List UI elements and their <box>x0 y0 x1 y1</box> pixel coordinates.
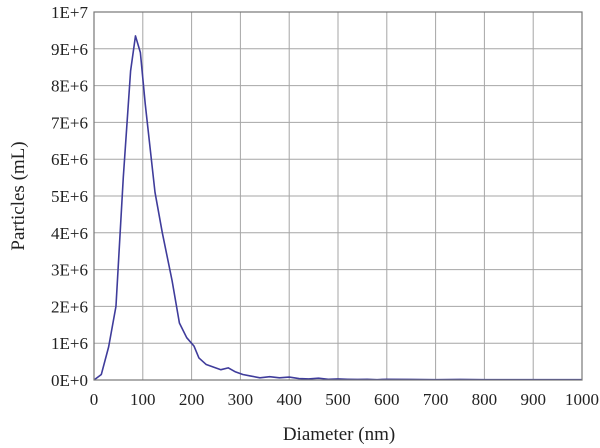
y-tick-label: 1E+7 <box>51 3 88 22</box>
series-line <box>93 35 583 381</box>
y-tick-label: 8E+6 <box>51 77 88 96</box>
x-tick-label: 0 <box>90 390 99 409</box>
y-tick-label: 5E+6 <box>51 187 88 206</box>
x-tick-label: 400 <box>276 390 302 409</box>
x-tick-label: 700 <box>423 390 449 409</box>
x-tick-label: 1000 <box>565 390 599 409</box>
y-tick-label: 6E+6 <box>51 150 88 169</box>
y-tick-label: 0E+0 <box>51 371 88 390</box>
x-axis-label: Diameter (nm) <box>283 424 395 445</box>
y-tick-label: 7E+6 <box>51 113 88 132</box>
x-tick-label: 800 <box>472 390 498 409</box>
x-tick-label: 600 <box>374 390 400 409</box>
y-tick-label: 9E+6 <box>51 40 88 59</box>
series-layer <box>93 35 583 381</box>
x-tick-label: 100 <box>130 390 156 409</box>
y-tick-label: 4E+6 <box>51 224 88 243</box>
x-tick-labels: 0 100 200 300 400 500 600 700 800 900 1000 <box>90 390 599 409</box>
y-tick-label: 3E+6 <box>51 261 88 280</box>
y-axis-label: Particles (mL) <box>8 141 29 250</box>
y-tick-labels: 0E+0 1E+6 2E+6 3E+6 4E+6 5E+6 6E+6 7E+6 8E+6 9E+6… <box>51 3 88 390</box>
x-tick-label: 200 <box>179 390 205 409</box>
x-tick-label: 900 <box>520 390 546 409</box>
grid-lines <box>93 11 583 381</box>
y-tick-label: 1E+6 <box>51 334 88 353</box>
plot-frame <box>93 11 583 381</box>
x-tick-label: 500 <box>325 390 351 409</box>
x-tick-label: 300 <box>228 390 254 409</box>
y-tick-label: 2E+6 <box>51 297 88 316</box>
